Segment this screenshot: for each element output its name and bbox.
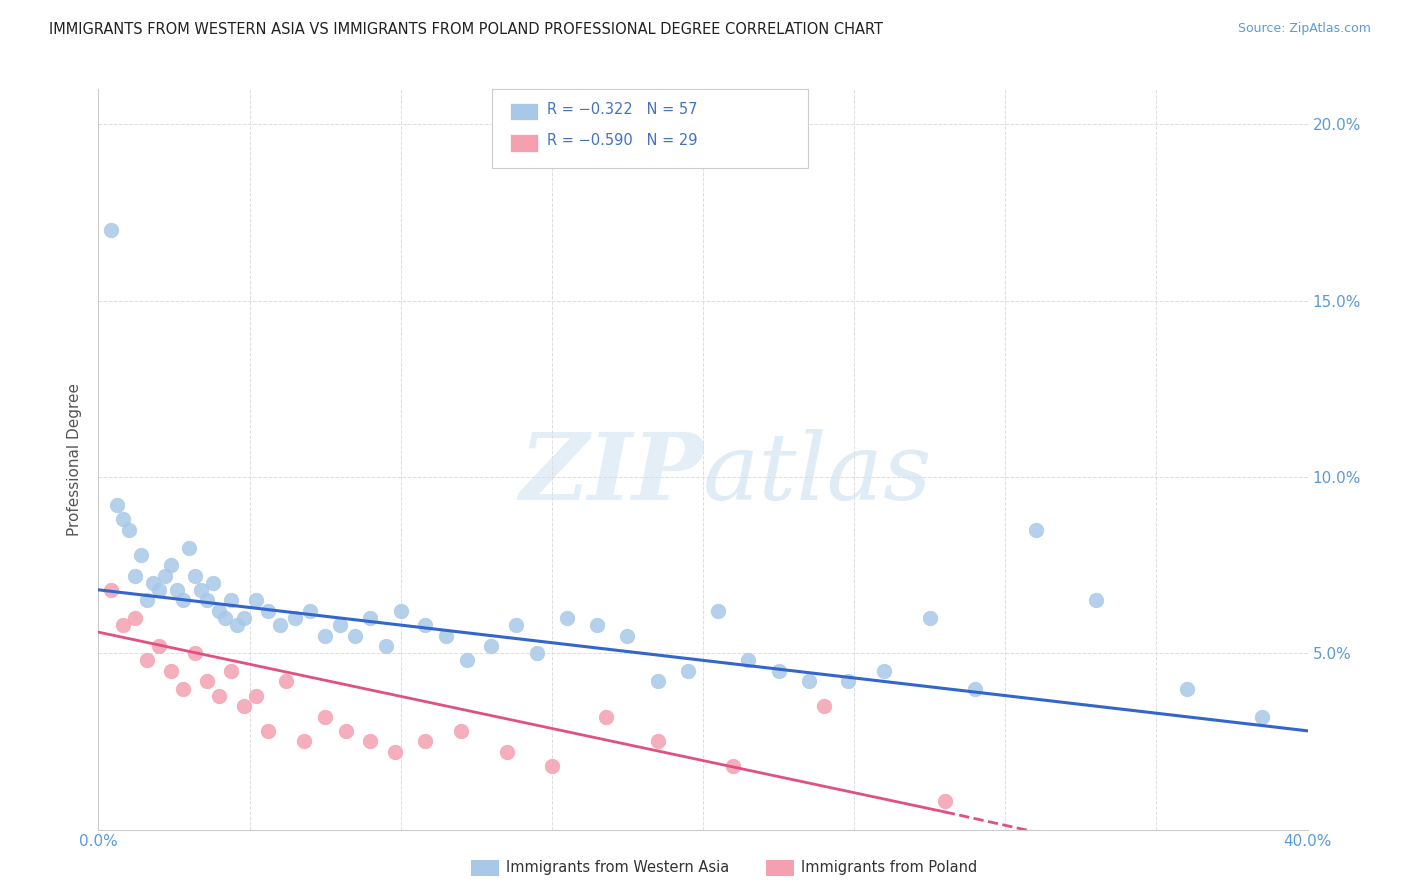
Point xyxy=(813,699,835,714)
Point xyxy=(314,710,336,724)
Point xyxy=(707,604,730,618)
Point xyxy=(148,639,170,653)
Point xyxy=(540,759,562,773)
Point xyxy=(232,699,254,714)
Point xyxy=(214,611,236,625)
Point xyxy=(160,558,183,573)
Point xyxy=(647,734,669,748)
Point xyxy=(160,664,183,678)
Point xyxy=(299,604,322,618)
Point xyxy=(184,568,207,582)
Point xyxy=(153,568,176,582)
Point xyxy=(1085,593,1108,607)
Point xyxy=(676,664,699,678)
Point xyxy=(450,723,472,738)
Point xyxy=(360,734,382,748)
Point xyxy=(221,664,243,678)
Point xyxy=(172,593,194,607)
Point xyxy=(208,604,231,618)
Point xyxy=(918,611,941,625)
Point xyxy=(495,745,517,759)
Point xyxy=(934,794,956,808)
Point xyxy=(226,618,249,632)
Point xyxy=(384,745,406,759)
Point xyxy=(329,618,352,632)
Point xyxy=(135,593,157,607)
Point xyxy=(1175,681,1198,696)
Point xyxy=(389,604,412,618)
Point xyxy=(505,618,527,632)
Point xyxy=(256,604,278,618)
Point xyxy=(274,674,297,689)
Point xyxy=(245,689,267,703)
Point xyxy=(129,548,152,562)
Point xyxy=(413,734,436,748)
Text: Source: ZipAtlas.com: Source: ZipAtlas.com xyxy=(1237,22,1371,36)
Point xyxy=(256,723,278,738)
Point xyxy=(797,674,820,689)
Point xyxy=(616,629,638,643)
Text: ZIP: ZIP xyxy=(519,429,703,519)
Point xyxy=(172,681,194,696)
Point xyxy=(221,593,243,607)
Point xyxy=(195,674,218,689)
Point xyxy=(118,523,141,537)
Point xyxy=(1024,523,1046,537)
Point xyxy=(148,582,170,597)
Point xyxy=(595,710,617,724)
Point xyxy=(768,664,790,678)
Point xyxy=(100,582,122,597)
Point xyxy=(344,629,367,643)
Point xyxy=(526,646,548,660)
Point xyxy=(1251,710,1274,724)
Point xyxy=(837,674,859,689)
Point xyxy=(586,618,609,632)
Point xyxy=(184,646,207,660)
Point xyxy=(434,629,457,643)
Point xyxy=(555,611,578,625)
Point xyxy=(456,653,478,667)
Point xyxy=(737,653,759,667)
Point xyxy=(374,639,396,653)
Text: atlas: atlas xyxy=(703,429,932,519)
Point xyxy=(965,681,987,696)
Point xyxy=(208,689,231,703)
Point xyxy=(314,629,336,643)
Point xyxy=(723,759,745,773)
Point xyxy=(413,618,436,632)
Point xyxy=(269,618,291,632)
Point xyxy=(111,618,134,632)
Point xyxy=(195,593,218,607)
Point xyxy=(232,611,254,625)
Point xyxy=(647,674,669,689)
Point xyxy=(105,498,128,512)
Point xyxy=(873,664,896,678)
Point xyxy=(111,512,134,526)
Text: Immigrants from Poland: Immigrants from Poland xyxy=(801,861,977,875)
Point xyxy=(190,582,212,597)
Point xyxy=(135,653,157,667)
Point xyxy=(124,611,146,625)
Point xyxy=(284,611,307,625)
Y-axis label: Professional Degree: Professional Degree xyxy=(67,383,83,536)
Text: IMMIGRANTS FROM WESTERN ASIA VS IMMIGRANTS FROM POLAND PROFESSIONAL DEGREE CORRE: IMMIGRANTS FROM WESTERN ASIA VS IMMIGRAN… xyxy=(49,22,883,37)
Point xyxy=(100,223,122,237)
Point xyxy=(245,593,267,607)
Point xyxy=(335,723,357,738)
Point xyxy=(142,575,165,590)
Point xyxy=(202,575,225,590)
Point xyxy=(481,639,503,653)
Point xyxy=(360,611,382,625)
Text: R = −0.590   N = 29: R = −0.590 N = 29 xyxy=(547,134,697,148)
Text: R = −0.322   N = 57: R = −0.322 N = 57 xyxy=(547,103,697,117)
Point xyxy=(124,568,146,582)
Point xyxy=(292,734,315,748)
Text: Immigrants from Western Asia: Immigrants from Western Asia xyxy=(506,861,730,875)
Point xyxy=(166,582,188,597)
Point xyxy=(179,541,201,555)
